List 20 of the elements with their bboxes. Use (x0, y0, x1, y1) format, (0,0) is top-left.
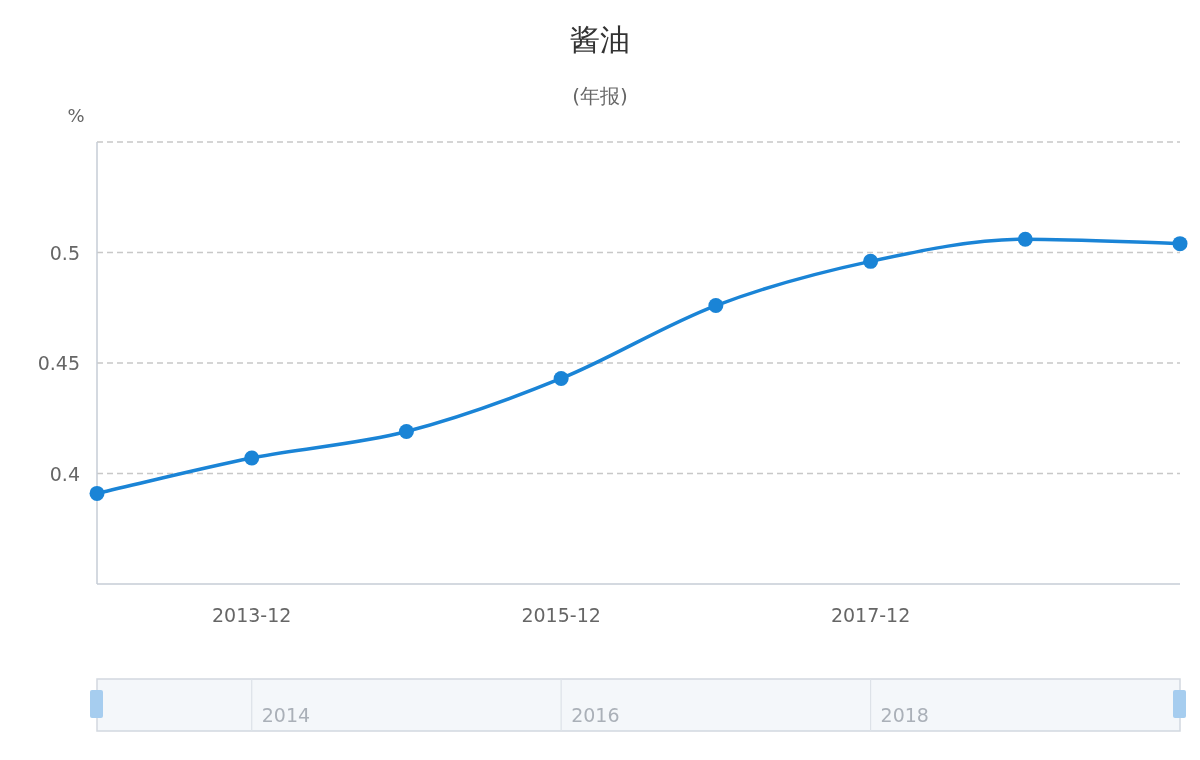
chart-subtitle: (年报) (572, 84, 628, 108)
point (863, 253, 879, 269)
x-tick-label: 2013-12 (212, 604, 292, 626)
point (398, 424, 414, 440)
point (244, 450, 260, 466)
y-tick-label: 0.4 (49, 462, 80, 485)
point (1017, 231, 1033, 247)
y-tick-label: 0.5 (49, 241, 80, 264)
y-axis-title: % (67, 105, 85, 126)
chart-title: 酱油 (570, 22, 630, 57)
text: 2016 (571, 704, 620, 726)
text: 2018 (880, 704, 929, 726)
x-tick-label: 2017-12 (830, 604, 911, 626)
x-tick-label: 2015-12 (521, 604, 601, 626)
point (89, 485, 105, 501)
point (553, 370, 569, 386)
text: 2014 (261, 704, 311, 726)
point (708, 298, 724, 314)
y-tick-label: 0.45 (37, 352, 80, 374)
point (1172, 236, 1188, 252)
